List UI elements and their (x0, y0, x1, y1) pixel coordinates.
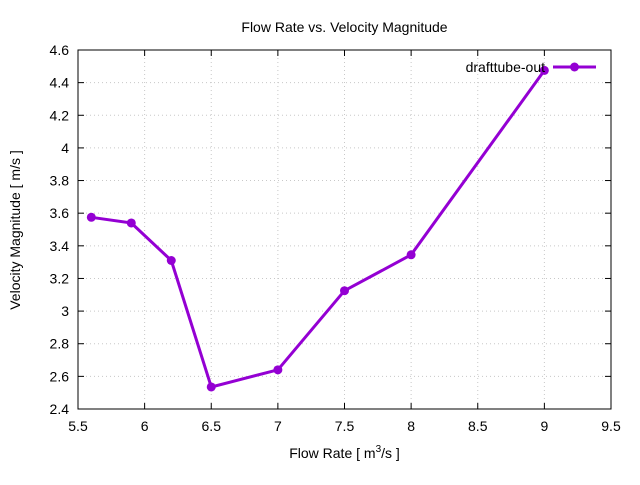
y-tick-label: 3.4 (50, 238, 70, 254)
y-tick-label: 2.6 (50, 368, 70, 384)
data-point (86, 212, 96, 222)
x-tick-label: 9.5 (601, 418, 621, 434)
x-tick-label: 8 (407, 418, 415, 434)
y-tick-label: 4 (61, 140, 69, 156)
axes (77, 49, 612, 410)
x-tick-label: 9 (540, 418, 548, 434)
x-tick-label: 5.5 (68, 418, 88, 434)
data-point (273, 365, 283, 375)
x-tick-label: 8.5 (468, 418, 488, 434)
y-tick-label: 3.8 (50, 173, 70, 189)
data-point (206, 382, 216, 392)
data-point (406, 250, 416, 260)
chart-title: Flow Rate vs. Velocity Magnitude (241, 19, 447, 35)
x-tick-label: 6.5 (202, 418, 222, 434)
x-axis-label-main: Flow Rate [ m (289, 445, 375, 461)
x-tick-label: 6 (141, 418, 149, 434)
data-point (539, 65, 549, 75)
data-point (126, 218, 136, 228)
data-point (166, 256, 176, 266)
plot-frame (77, 49, 612, 410)
y-tick-label: 3.2 (50, 270, 70, 286)
y-tick-label: 4.4 (50, 75, 70, 91)
legend: drafttube-out (466, 59, 596, 75)
y-tick-label: 2.4 (50, 401, 70, 417)
x-axis-label-superscript: 3 (376, 444, 382, 455)
series (86, 65, 549, 392)
x-axis-label: Flow Rate [ m3/s ] (289, 444, 400, 461)
legend-marker (570, 62, 579, 72)
x-axis-label-tail: /s ] (381, 445, 400, 461)
y-tick-label: 2.8 (50, 336, 70, 352)
series-line (91, 69, 546, 389)
x-tick-label: 7 (274, 418, 282, 434)
y-tick-label: 4.2 (50, 107, 70, 123)
y-tick-label: 3 (61, 303, 69, 319)
data-point (340, 286, 349, 296)
grid (78, 50, 611, 409)
y-tick-label: 4.6 (50, 42, 70, 58)
x-tick-label: 7.5 (335, 418, 355, 434)
tick-labels: 5.5 6 6.5 7 7.5 8 8.5 9 9.5 2.4 2.6 2.8 3 3.2 3.4 3.6 3.… (50, 42, 621, 434)
legend-label: drafttube-out (466, 59, 545, 75)
y-tick-label: 3.6 (50, 205, 70, 221)
y-axis-label: Velocity Magnitude [ m/s ] (7, 150, 23, 310)
